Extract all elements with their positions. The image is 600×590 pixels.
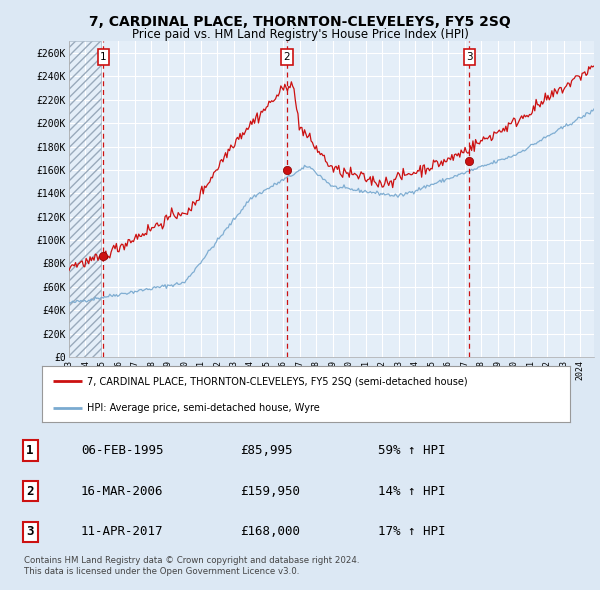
Text: 14% ↑ HPI: 14% ↑ HPI [378, 484, 445, 498]
Text: £159,950: £159,950 [240, 484, 300, 498]
Text: Price paid vs. HM Land Registry's House Price Index (HPI): Price paid vs. HM Land Registry's House … [131, 28, 469, 41]
Text: HPI: Average price, semi-detached house, Wyre: HPI: Average price, semi-detached house,… [87, 403, 320, 413]
Text: 3: 3 [26, 525, 34, 538]
Text: 59% ↑ HPI: 59% ↑ HPI [378, 444, 445, 457]
Bar [69, 41, 101, 357]
Text: 17% ↑ HPI: 17% ↑ HPI [378, 525, 445, 538]
Text: 16-MAR-2006: 16-MAR-2006 [81, 484, 163, 498]
Text: 3: 3 [466, 52, 473, 62]
Text: 2: 2 [26, 484, 34, 498]
Text: £168,000: £168,000 [240, 525, 300, 538]
Text: 11-APR-2017: 11-APR-2017 [81, 525, 163, 538]
Text: 1: 1 [26, 444, 34, 457]
Text: 7, CARDINAL PLACE, THORNTON-CLEVELEYS, FY5 2SQ (semi-detached house): 7, CARDINAL PLACE, THORNTON-CLEVELEYS, F… [87, 376, 467, 386]
Text: 7, CARDINAL PLACE, THORNTON-CLEVELEYS, FY5 2SQ: 7, CARDINAL PLACE, THORNTON-CLEVELEYS, F… [89, 15, 511, 29]
Text: Contains HM Land Registry data © Crown copyright and database right 2024.
This d: Contains HM Land Registry data © Crown c… [24, 556, 359, 576]
Text: 1: 1 [100, 52, 107, 62]
Text: £85,995: £85,995 [240, 444, 293, 457]
Text: 2: 2 [284, 52, 290, 62]
Text: 06-FEB-1995: 06-FEB-1995 [81, 444, 163, 457]
